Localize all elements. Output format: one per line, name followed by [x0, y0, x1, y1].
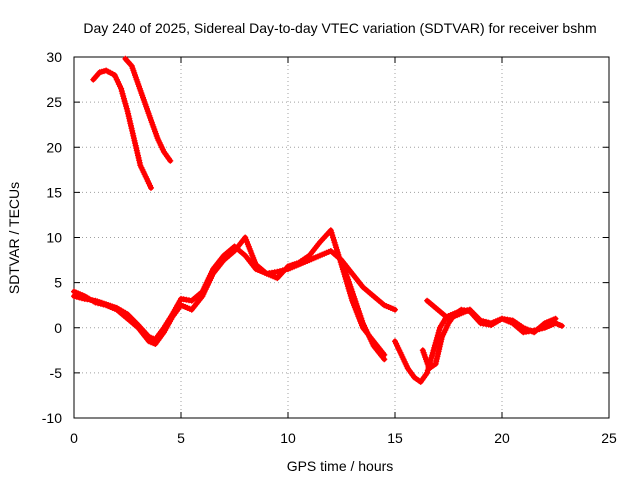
series-track-7: [419, 306, 559, 372]
y-tick-label: 30: [46, 49, 62, 65]
data-point: [100, 301, 107, 308]
series-track-1: [90, 67, 154, 191]
series-markers: [71, 227, 388, 358]
x-tick-label: 15: [387, 430, 403, 446]
x-tick-label: 5: [177, 430, 185, 446]
y-tick-label: 10: [46, 230, 62, 246]
data-point: [148, 184, 154, 191]
x-tick-label: 10: [280, 430, 296, 446]
data-point: [92, 299, 99, 306]
x-tick-label: 25: [601, 430, 617, 446]
x-tick-label: 0: [70, 430, 78, 446]
series-track-4: [71, 227, 388, 358]
series-track-5: [338, 257, 398, 313]
series-track-2: [122, 55, 174, 164]
series-markers: [90, 67, 154, 191]
data-point: [381, 351, 388, 358]
y-axis-label: SDTVAR / TECUs: [6, 182, 22, 294]
x-tick-label: 20: [494, 430, 510, 446]
data-point: [558, 322, 565, 329]
data-point: [552, 315, 559, 322]
x-axis-label: GPS time / hours: [287, 458, 394, 474]
y-tick-label: 20: [46, 139, 62, 155]
y-tick-label: 25: [46, 94, 62, 110]
data-point: [167, 157, 174, 164]
series-markers: [338, 257, 398, 313]
series-markers: [122, 55, 174, 164]
y-tick-label: 0: [54, 320, 62, 336]
data-series: [71, 55, 565, 385]
x-tick-labels: 0 5 10 15 20 25: [70, 430, 617, 446]
series-line: [71, 244, 387, 362]
y-tick-label: 15: [46, 184, 62, 200]
y-tick-label: -10: [42, 410, 62, 426]
series-track-8: [424, 297, 473, 322]
data-point: [274, 268, 281, 275]
series-markers: [419, 306, 559, 372]
data-point: [466, 306, 473, 313]
data-point: [392, 306, 398, 313]
series-markers: [424, 297, 473, 322]
grid-lines: [74, 57, 609, 418]
chart-title: Day 240 of 2025, Sidereal Day-to-day VTE…: [83, 20, 596, 36]
y-tick-label: -5: [50, 365, 63, 381]
y-tick-label: 5: [54, 275, 62, 291]
y-tick-labels: -10 -5 0 5 10 15 20 25 30: [42, 49, 62, 426]
axis-ticks: [73, 56, 610, 419]
